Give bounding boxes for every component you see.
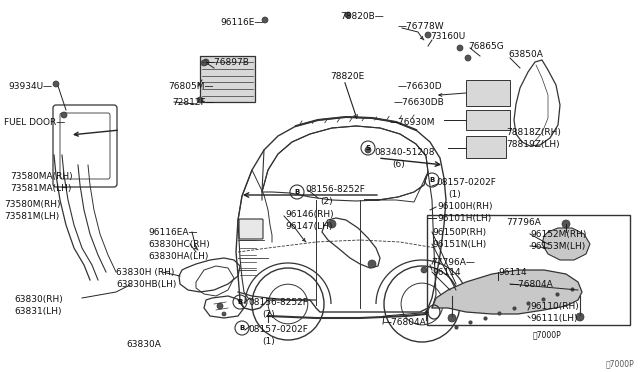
Circle shape <box>203 59 209 65</box>
Text: 63831(LH): 63831(LH) <box>14 307 61 316</box>
Circle shape <box>61 112 67 118</box>
Text: 73580M(RH): 73580M(RH) <box>4 200 61 209</box>
Circle shape <box>53 81 59 87</box>
Text: 96114: 96114 <box>498 268 527 277</box>
Text: 63830H (RH): 63830H (RH) <box>116 268 174 277</box>
Circle shape <box>201 60 207 66</box>
Text: 63830A: 63830A <box>126 340 161 349</box>
Text: FUEL DOOR—: FUEL DOOR— <box>4 118 65 127</box>
Text: 96110(RH): 96110(RH) <box>530 302 579 311</box>
Circle shape <box>262 17 268 23</box>
Polygon shape <box>432 270 582 314</box>
Text: 96111(LH): 96111(LH) <box>530 314 577 323</box>
Text: —76630D: —76630D <box>398 82 443 91</box>
Circle shape <box>368 260 376 268</box>
Circle shape <box>576 313 584 321</box>
Text: 77796A—: 77796A— <box>431 258 475 267</box>
Text: (2): (2) <box>262 310 275 319</box>
Text: 78819Z(LH): 78819Z(LH) <box>506 140 559 149</box>
Text: 73581M(LH): 73581M(LH) <box>4 212 60 221</box>
Text: 96116E—: 96116E— <box>220 18 264 27</box>
Text: 78818Z(RH): 78818Z(RH) <box>506 128 561 137</box>
Text: 08157-0202F: 08157-0202F <box>436 178 496 187</box>
Circle shape <box>197 97 203 103</box>
Circle shape <box>345 12 351 18</box>
Text: 63830HB(LH): 63830HB(LH) <box>116 280 177 289</box>
Circle shape <box>328 220 336 228</box>
Text: 93934U—: 93934U— <box>8 82 52 91</box>
Text: 08340-51208: 08340-51208 <box>374 148 435 157</box>
FancyBboxPatch shape <box>466 136 506 158</box>
Circle shape <box>222 312 226 316</box>
Text: 96152M(RH): 96152M(RH) <box>530 230 586 239</box>
Text: 77796A: 77796A <box>506 218 541 227</box>
Text: —76804A: —76804A <box>383 318 427 327</box>
Text: 73581MA(LH): 73581MA(LH) <box>10 184 72 193</box>
Text: 96114: 96114 <box>432 268 461 277</box>
Text: 96101H(LH): 96101H(LH) <box>437 214 492 223</box>
Text: 63830HC(RH): 63830HC(RH) <box>148 240 210 249</box>
Text: 08157-0202F: 08157-0202F <box>248 325 308 334</box>
Text: (2): (2) <box>320 197 333 206</box>
Text: B: B <box>294 189 300 195</box>
Text: B: B <box>429 177 435 183</box>
FancyBboxPatch shape <box>239 219 263 239</box>
FancyBboxPatch shape <box>466 110 510 130</box>
Text: 63830HA(LH): 63830HA(LH) <box>148 252 209 261</box>
Text: B: B <box>237 299 243 305</box>
Text: 63830(RH): 63830(RH) <box>14 295 63 304</box>
Text: (6): (6) <box>392 160 404 169</box>
Circle shape <box>425 32 431 38</box>
Text: —76630DB: —76630DB <box>394 98 445 107</box>
Circle shape <box>448 314 456 322</box>
Text: 72812F—: 72812F— <box>172 98 214 107</box>
Text: 76865G: 76865G <box>468 42 504 51</box>
FancyBboxPatch shape <box>466 80 510 106</box>
Text: 96146(RH): 96146(RH) <box>285 210 333 219</box>
Text: 96151N(LH): 96151N(LH) <box>432 240 486 249</box>
Text: (1): (1) <box>448 190 461 199</box>
Text: —76778W: —76778W <box>398 22 445 31</box>
Circle shape <box>465 55 471 61</box>
Circle shape <box>457 45 463 51</box>
Text: 㱶7000P: 㱶7000P <box>533 330 562 339</box>
Text: B: B <box>239 325 244 331</box>
Text: 96147(LH): 96147(LH) <box>285 222 332 231</box>
Text: (1): (1) <box>262 337 275 346</box>
Circle shape <box>365 147 371 153</box>
Text: —76897B: —76897B <box>206 58 250 67</box>
Text: 63850A: 63850A <box>508 50 543 59</box>
Circle shape <box>562 220 570 228</box>
Circle shape <box>421 267 427 273</box>
Text: —76804A: —76804A <box>510 280 554 289</box>
Text: 78820E: 78820E <box>330 72 364 81</box>
Text: 96100H(RH): 96100H(RH) <box>437 202 493 211</box>
Text: 76805M—: 76805M— <box>168 82 214 91</box>
Text: S: S <box>365 145 371 151</box>
Text: 96150P(RH): 96150P(RH) <box>432 228 486 237</box>
Text: 73160U: 73160U <box>430 32 465 41</box>
FancyBboxPatch shape <box>200 56 255 102</box>
Text: 73580MA(RH): 73580MA(RH) <box>10 172 72 181</box>
Text: 96116EA—: 96116EA— <box>148 228 198 237</box>
Text: 08156-8252F: 08156-8252F <box>248 298 308 307</box>
Text: 㱶7000P: 㱶7000P <box>605 359 634 368</box>
Polygon shape <box>542 228 590 260</box>
Text: 96153M(LH): 96153M(LH) <box>530 242 585 251</box>
Text: 08156-8252F: 08156-8252F <box>305 185 365 194</box>
Text: —76930M: —76930M <box>390 118 435 127</box>
Circle shape <box>217 303 223 309</box>
Text: 78820B—: 78820B— <box>340 12 384 21</box>
